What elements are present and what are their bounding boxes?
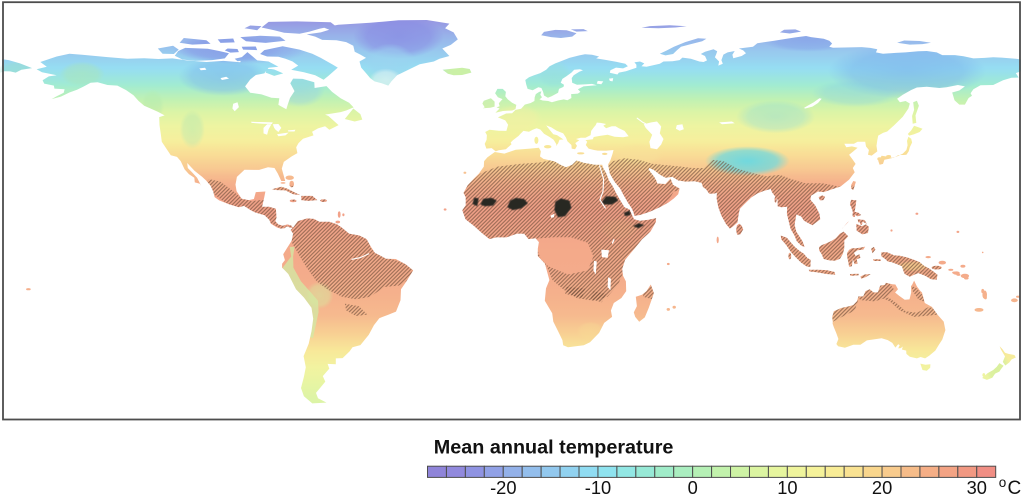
svg-text:0: 0: [688, 477, 698, 498]
svg-text:-10: -10: [585, 477, 611, 498]
svg-text:-20: -20: [490, 477, 516, 498]
svg-text:o: o: [999, 475, 1007, 490]
svg-text:10: 10: [777, 477, 797, 498]
svg-text:C: C: [1008, 478, 1022, 498]
svg-text:20: 20: [872, 477, 892, 498]
svg-text:Mean annual temperature: Mean annual temperature: [434, 436, 674, 458]
svg-text:30: 30: [967, 477, 987, 498]
